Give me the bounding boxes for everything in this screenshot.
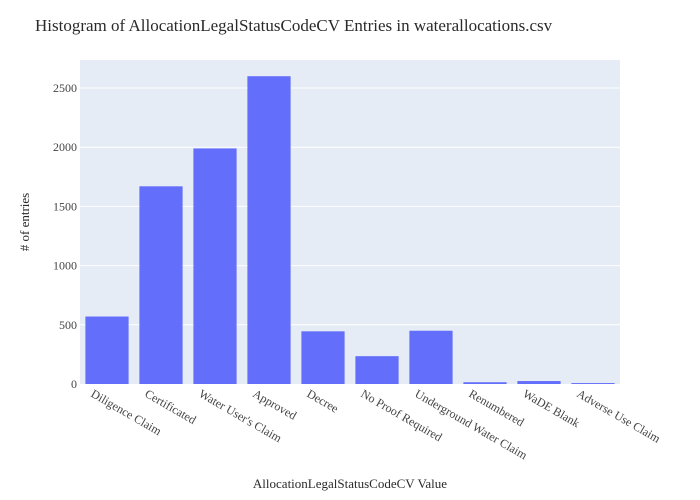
bar <box>301 331 345 384</box>
bar <box>247 76 291 384</box>
x-tick-label: Adverse Use Claim <box>575 386 664 445</box>
x-tick-label: WaDE Blank <box>521 386 583 430</box>
bar <box>463 382 507 384</box>
bar <box>85 316 129 384</box>
bars <box>85 76 615 384</box>
y-tick-label: 2000 <box>53 140 77 154</box>
y-tick-label: 0 <box>71 377 77 391</box>
bar <box>355 356 399 384</box>
bar <box>193 148 237 384</box>
x-tick-label: Decree <box>305 386 341 415</box>
chart-title: Histogram of AllocationLegalStatusCodeCV… <box>35 16 553 35</box>
bar <box>571 383 615 384</box>
x-axis-label: AllocationLegalStatusCodeCV Value <box>253 476 447 491</box>
bar <box>409 330 453 384</box>
y-tick-label: 1000 <box>53 259 77 273</box>
bar <box>517 381 561 384</box>
y-tick-label: 500 <box>59 318 77 332</box>
bar <box>139 186 183 384</box>
y-axis-label: # of entries <box>17 193 32 251</box>
y-tick-label: 2500 <box>53 81 77 95</box>
y-tick-label: 1500 <box>53 199 77 213</box>
y-axis-ticks: 0 500 1000 1500 2000 2500 <box>53 81 77 391</box>
